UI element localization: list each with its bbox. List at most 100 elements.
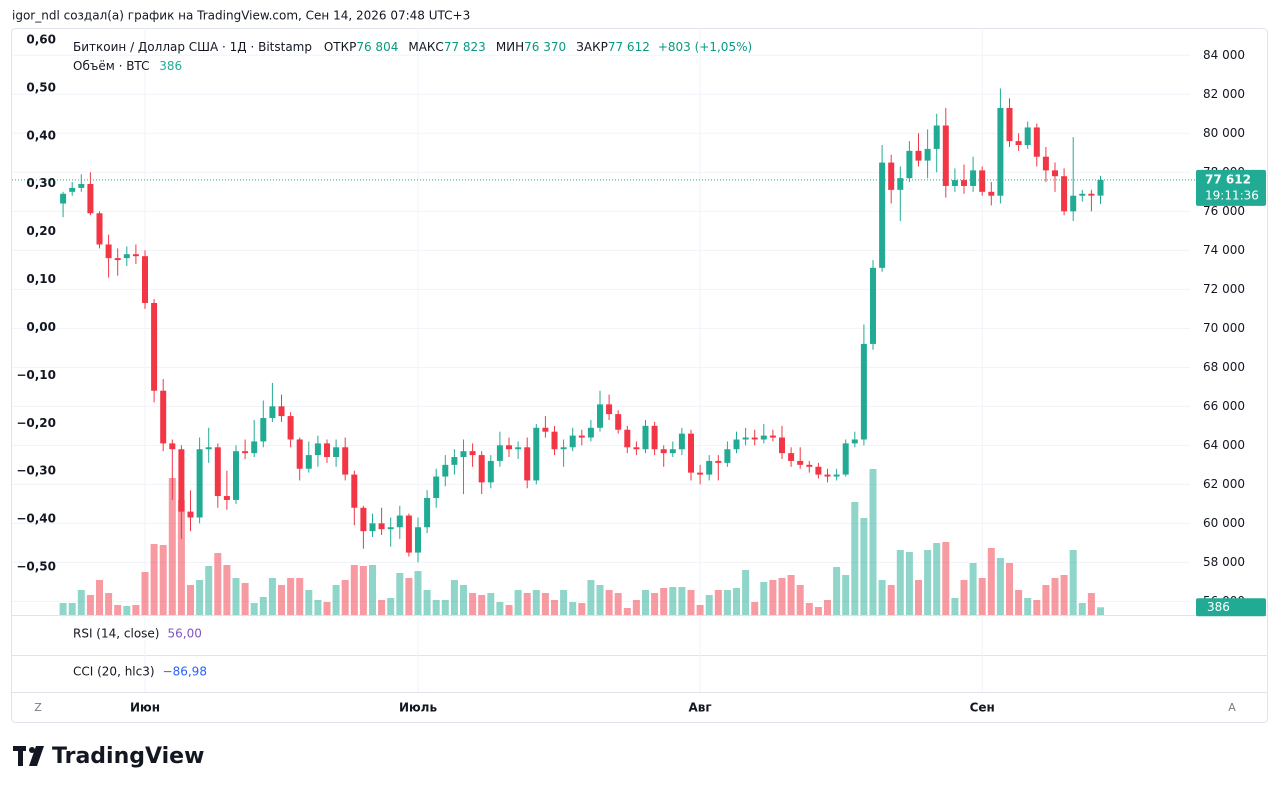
volume-bar: [714, 590, 722, 615]
control-button[interactable]: Z: [34, 701, 42, 714]
volume-bar: [869, 469, 877, 615]
volume-bar: [214, 553, 222, 615]
candle-body: [415, 527, 421, 553]
candle-body: [633, 447, 640, 450]
candle-body: [751, 437, 758, 440]
candle-body: [1052, 170, 1058, 177]
volume-bar: [396, 573, 404, 615]
candle-body: [742, 437, 749, 440]
left-tick-label: 0,00: [26, 320, 56, 334]
volume-bar: [833, 567, 841, 615]
candle-body: [178, 449, 185, 512]
candle-body: [651, 425, 658, 450]
volume-bar: [860, 518, 868, 615]
volume-bar: [878, 580, 886, 615]
volume-bar: [851, 502, 859, 615]
y-tick-label: 66 000: [1203, 399, 1245, 413]
volume-bar: [578, 603, 586, 615]
indicator-name: CCI (20, hlc3): [73, 665, 155, 679]
volume-bar: [1006, 563, 1013, 615]
candle-body: [87, 184, 94, 214]
volume-bar: [278, 585, 285, 615]
candle-body: [260, 418, 267, 442]
legend-field-name: МАКС: [408, 40, 444, 54]
volume-bar: [742, 570, 750, 615]
volume-bar: [541, 593, 549, 615]
volume-bar: [614, 593, 622, 615]
left-tick-label: 0,50: [26, 80, 56, 94]
volume-bar: [632, 600, 640, 615]
volume-bar: [323, 602, 331, 615]
candle-body: [560, 447, 567, 450]
volume-bar: [1069, 550, 1077, 615]
candle-body: [715, 460, 722, 463]
volume-bar: [1015, 590, 1023, 615]
volume-bar: [123, 606, 131, 615]
volume-bar: [887, 585, 895, 615]
left-tick-label: 0,60: [26, 32, 56, 46]
candle-body: [697, 472, 704, 475]
volume-bar: [287, 578, 295, 615]
candle-body: [851, 439, 858, 444]
candle-body: [888, 162, 895, 190]
candle-body: [569, 435, 576, 448]
volume-bar: [969, 563, 977, 615]
volume-bar: [896, 550, 904, 615]
candle-body: [1088, 193, 1095, 196]
candle-body: [879, 162, 886, 268]
volume-bar: [733, 588, 740, 615]
candle-body: [487, 460, 494, 483]
volume-bar: [1042, 585, 1050, 615]
candle-body: [1079, 193, 1086, 196]
left-tick-label: −0,30: [16, 464, 56, 478]
candle-body: [597, 404, 603, 428]
candle-body: [205, 447, 212, 450]
y-tick-label: 62 000: [1203, 477, 1245, 491]
candle-body: [933, 125, 940, 149]
volume-bar: [942, 542, 950, 615]
volume-bar: [450, 580, 458, 615]
volume-bar: [414, 571, 422, 615]
volume-legend: Объём · BTC 386: [73, 59, 182, 73]
volume-legend-name: Объём · BTC: [73, 59, 150, 73]
volume-bar: [77, 590, 85, 615]
candle-body: [515, 447, 522, 450]
volume-bar: [1060, 575, 1068, 615]
volume-bar: [505, 605, 513, 615]
volume-bar: [842, 575, 850, 615]
volume-bar: [177, 500, 185, 615]
volume-bar: [514, 590, 522, 615]
candle-body: [587, 427, 594, 438]
candle-body: [169, 443, 176, 450]
candle-body: [105, 244, 112, 259]
volume-bar: [341, 580, 349, 615]
candle-body: [979, 170, 986, 192]
legend-field-name: ОТКР: [323, 40, 357, 54]
volume-bar: [651, 593, 659, 615]
control-button[interactable]: A: [1228, 701, 1236, 714]
candle-body: [724, 449, 731, 463]
candle-body: [333, 447, 340, 458]
candle-body: [678, 433, 685, 450]
candle-body: [578, 435, 585, 438]
candle-body: [924, 148, 931, 161]
volume-last-label: 386: [1207, 600, 1230, 614]
legend: Биткоин / Доллар США · 1Д · Bitstamp ОТК…: [73, 40, 752, 54]
candle-body: [424, 497, 431, 528]
candle-body: [1006, 107, 1013, 142]
y-tick-label: 64 000: [1203, 438, 1245, 452]
candle-body: [442, 464, 449, 477]
volume-bar: [359, 566, 367, 615]
volume-bar: [114, 605, 122, 615]
volume-bar: [824, 600, 831, 615]
volume-bar: [496, 602, 504, 615]
candle-body: [305, 455, 312, 469]
y-tick-label: 80 000: [1203, 126, 1245, 140]
candle-body: [997, 107, 1004, 196]
legend-field-name: ЗАКР: [576, 40, 608, 54]
volume-bar: [1051, 578, 1059, 615]
volume-bar: [1078, 603, 1086, 615]
candle-body: [378, 523, 385, 530]
volume-bar: [523, 593, 531, 615]
